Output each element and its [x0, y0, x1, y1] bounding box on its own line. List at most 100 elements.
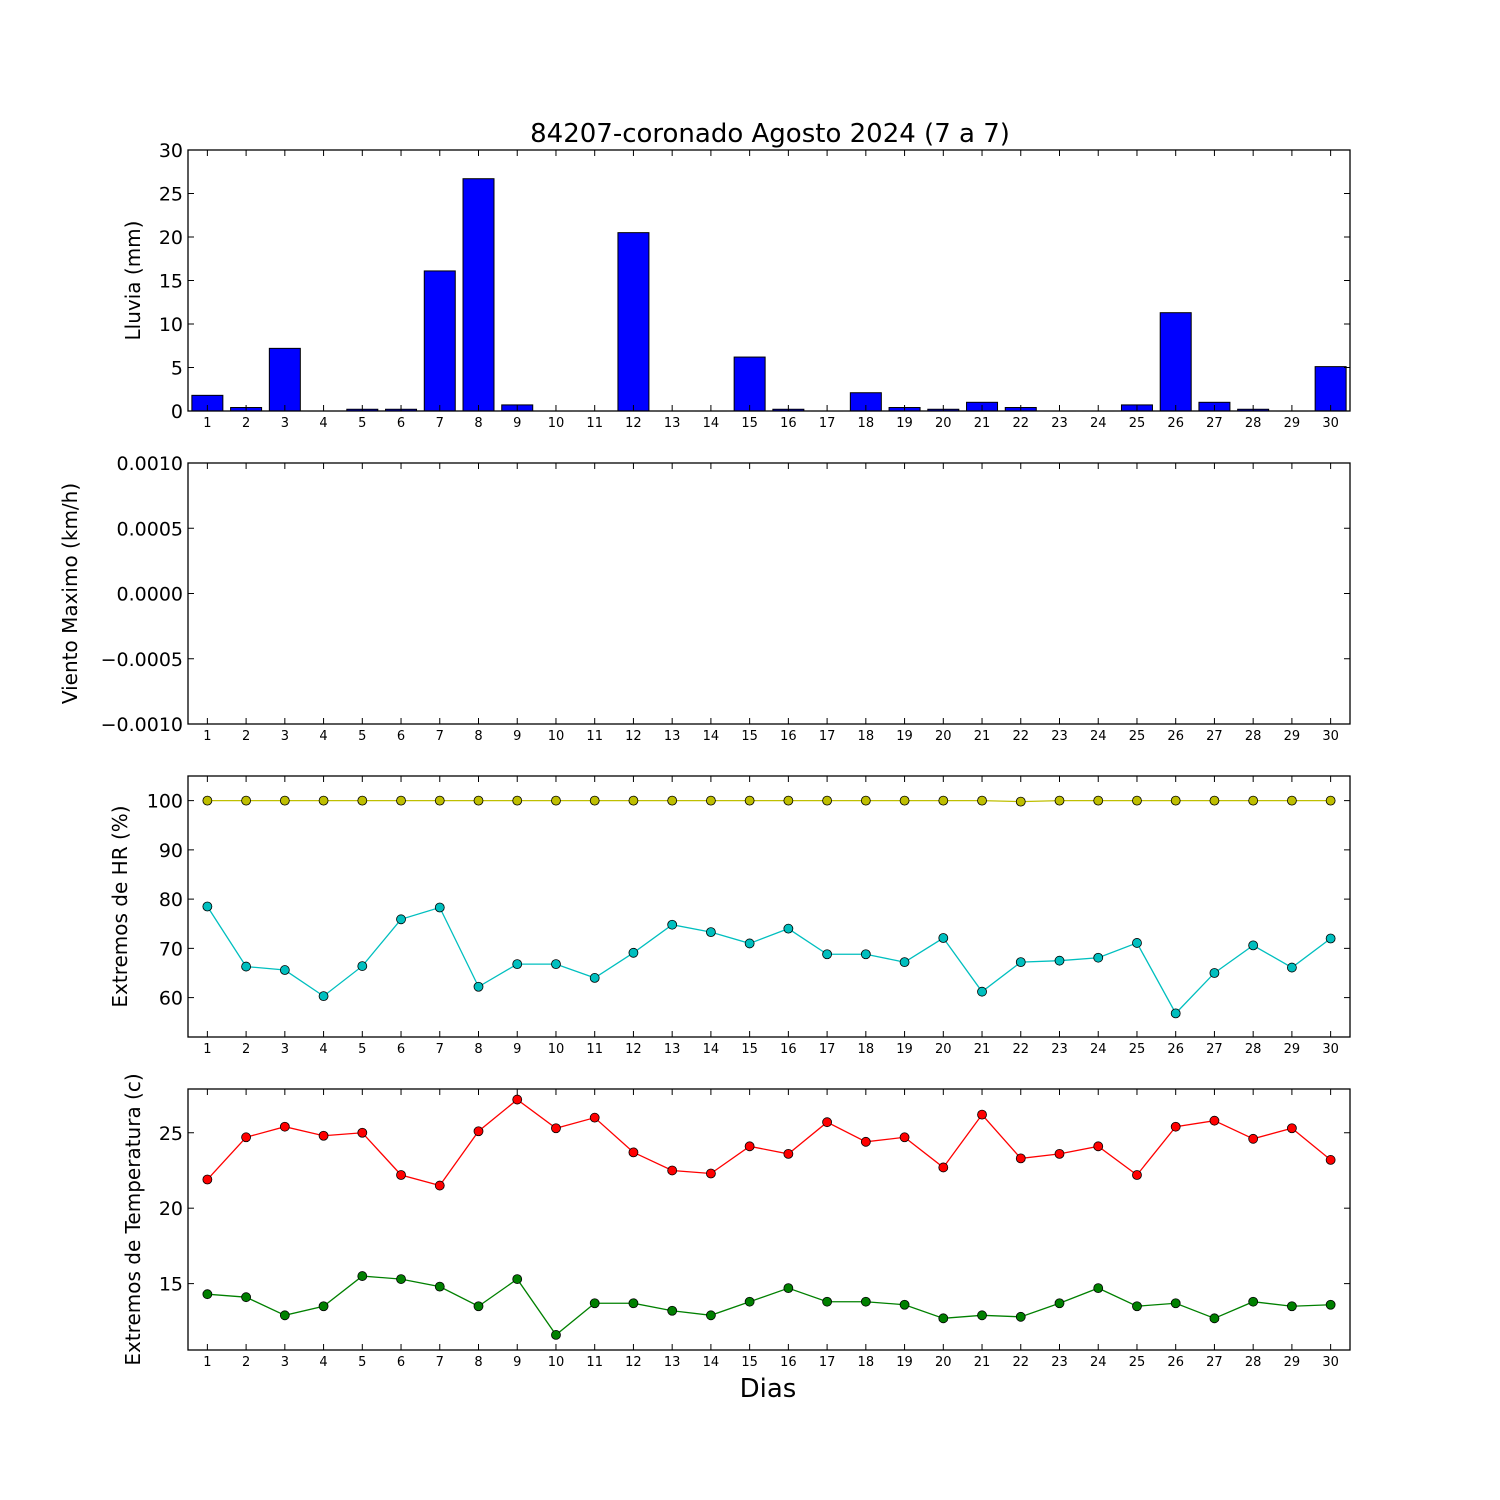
point-series-1-day-17 [822, 1117, 832, 1128]
figure-title: 84207-coronado Agosto 2024 (7 a 7) [530, 119, 1010, 149]
point-series-2-day-20 [938, 933, 949, 943]
point-series-2-day-28 [1248, 940, 1259, 951]
point-series-2-day-30 [1325, 933, 1336, 944]
x-tick-label: 26 [1167, 1042, 1184, 1057]
x-tick-label: 14 [703, 1355, 720, 1370]
x-tick-label: 5 [358, 416, 366, 431]
x-tick-label: 23 [1051, 416, 1068, 431]
x-tick-label: 2 [242, 729, 250, 744]
bar-day-26 [1159, 312, 1192, 412]
x-tick-label: 25 [1129, 1042, 1146, 1057]
x-tick-label: 24 [1090, 1042, 1107, 1057]
y-tick-label: 90 [159, 840, 183, 862]
x-tick-label: 17 [819, 416, 836, 431]
point-series-1-day-19 [899, 795, 910, 806]
y-axis-label: Lluvia (mm) [121, 221, 145, 341]
x-tick-label: 12 [625, 416, 642, 431]
x-tick-label: 23 [1051, 729, 1068, 744]
y-tick-label: 0 [171, 401, 183, 423]
point-series-2-day-19 [899, 1299, 910, 1310]
point-series-2-day-11 [589, 973, 600, 983]
point-series-1-day-30 [1325, 1155, 1336, 1165]
x-tick-label: 22 [1012, 1042, 1029, 1057]
x-tick-label: 11 [586, 416, 603, 431]
y-tick-label: 0.0000 [117, 584, 183, 606]
x-tick-label: 2 [242, 416, 250, 431]
point-series-2-day-2 [241, 1292, 252, 1303]
x-tick-label: 17 [819, 729, 836, 744]
x-tick-label: 11 [586, 729, 603, 744]
x-tick-label: 10 [548, 729, 565, 744]
point-series-2-day-30 [1325, 1299, 1336, 1310]
point-series-2-day-22 [1015, 1311, 1026, 1322]
x-tick-label: 5 [358, 1355, 366, 1370]
point-series-1-day-1 [202, 795, 213, 806]
x-tick-label: 16 [780, 1355, 797, 1370]
x-tick-label: 13 [664, 1355, 681, 1370]
point-series-1-day-18 [860, 795, 871, 806]
bar-day-15 [733, 356, 766, 412]
x-tick-label: 26 [1167, 1355, 1184, 1370]
x-tick-label: 18 [858, 1042, 875, 1057]
point-series-1-day-11 [589, 795, 600, 806]
point-series-1-day-1 [202, 1174, 213, 1185]
x-tick-label: 27 [1206, 1355, 1223, 1370]
point-series-1-day-22 [1015, 1153, 1026, 1164]
point-series-1-day-22 [1015, 796, 1026, 807]
x-tick-label: 1 [203, 416, 211, 431]
x-tick-label: 2 [242, 1355, 250, 1370]
x-tick-label: 19 [896, 416, 913, 431]
x-tick-label: 24 [1090, 1355, 1107, 1370]
point-series-1-day-27 [1209, 1115, 1220, 1126]
x-tick-label: 28 [1245, 1355, 1262, 1370]
x-tick-label: 7 [436, 729, 444, 744]
bar-day-3 [268, 347, 301, 412]
y-tick-label: 0.0010 [117, 453, 183, 475]
point-series-1-day-30 [1325, 795, 1336, 806]
point-series-2-day-11 [589, 1298, 600, 1309]
x-tick-label: 7 [436, 1355, 444, 1370]
x-tick-label: 30 [1322, 1355, 1339, 1370]
y-tick-label: 15 [159, 271, 183, 293]
x-tick-label: 13 [664, 729, 681, 744]
series-line-1 [206, 1098, 1332, 1187]
x-tick-label: 30 [1322, 729, 1339, 744]
point-series-2-day-15 [744, 938, 755, 949]
x-tick-label: 12 [625, 1355, 642, 1370]
x-tick-label: 10 [548, 1355, 565, 1370]
point-series-1-day-13 [667, 1165, 678, 1176]
x-tick-label: 1 [203, 1042, 211, 1057]
point-series-2-day-24 [1093, 952, 1104, 963]
series-line-1 [207, 799, 1331, 803]
point-series-2-day-10 [551, 959, 561, 970]
point-series-2-day-12 [628, 1298, 639, 1309]
point-series-1-day-12 [628, 795, 639, 806]
point-series-1-day-13 [667, 795, 678, 806]
y-tick-label: 80 [159, 889, 183, 911]
point-series-1-day-10 [551, 795, 561, 806]
x-tick-label: 9 [513, 1042, 521, 1057]
point-series-2-day-29 [1287, 1301, 1297, 1312]
point-series-1-day-3 [279, 795, 290, 806]
x-tick-label: 1 [203, 1355, 211, 1370]
point-series-2-day-21 [977, 986, 987, 997]
point-series-1-day-24 [1093, 1141, 1104, 1152]
x-tick-label: 14 [703, 729, 720, 744]
x-tick-label: 22 [1012, 729, 1029, 744]
x-tick-label: 15 [741, 1355, 758, 1370]
x-tick-label: 15 [741, 416, 758, 431]
x-tick-label: 26 [1167, 729, 1184, 744]
y-tick-label: −0.0010 [101, 714, 183, 736]
axes-frame [187, 462, 1351, 725]
x-tick-label: 13 [664, 416, 681, 431]
point-series-1-day-21 [977, 1109, 987, 1120]
point-series-2-day-8 [473, 1301, 484, 1312]
point-series-1-day-6 [396, 1170, 406, 1180]
x-tick-label: 5 [358, 729, 366, 744]
point-series-2-day-9 [512, 959, 523, 970]
x-tick-label: 26 [1167, 416, 1184, 431]
point-series-2-day-29 [1287, 962, 1297, 973]
